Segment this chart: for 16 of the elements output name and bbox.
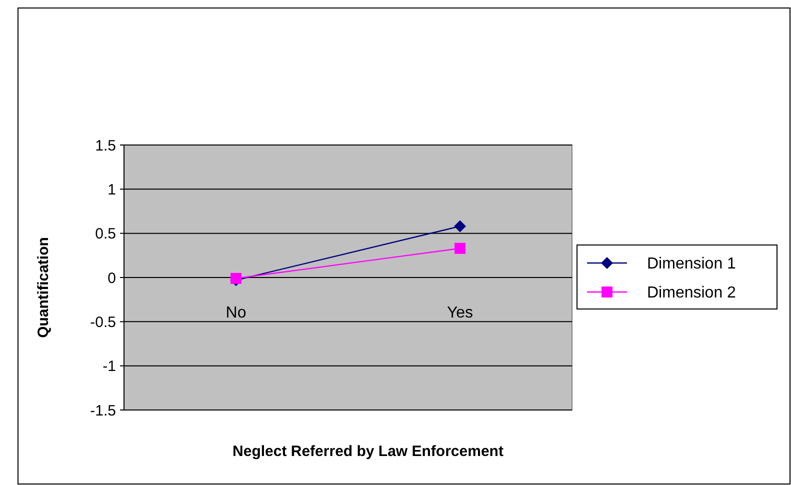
- y-tick-label: 0: [108, 270, 116, 287]
- y-tick-label: -0.5: [90, 314, 116, 331]
- y-axis-title: Quantification: [35, 237, 52, 338]
- y-tick-label: 0.5: [95, 226, 116, 243]
- point: [454, 242, 466, 254]
- legend-label: Dimension 1: [647, 256, 736, 273]
- y-tick-label: 1: [108, 181, 116, 198]
- legend-label: Dimension 2: [647, 284, 736, 302]
- x-tick-label: Yes: [446, 304, 474, 322]
- x-tick-label: No: [226, 304, 246, 322]
- y-tick-label: 1.5: [95, 137, 116, 154]
- x-axis-title: Neglect Referred by Law Enforcement: [232, 443, 504, 460]
- y-tick-label: -1.5: [90, 402, 116, 420]
- y-tick-label: -1: [102, 358, 116, 376]
- point: [230, 272, 242, 284]
- point: [454, 220, 466, 232]
